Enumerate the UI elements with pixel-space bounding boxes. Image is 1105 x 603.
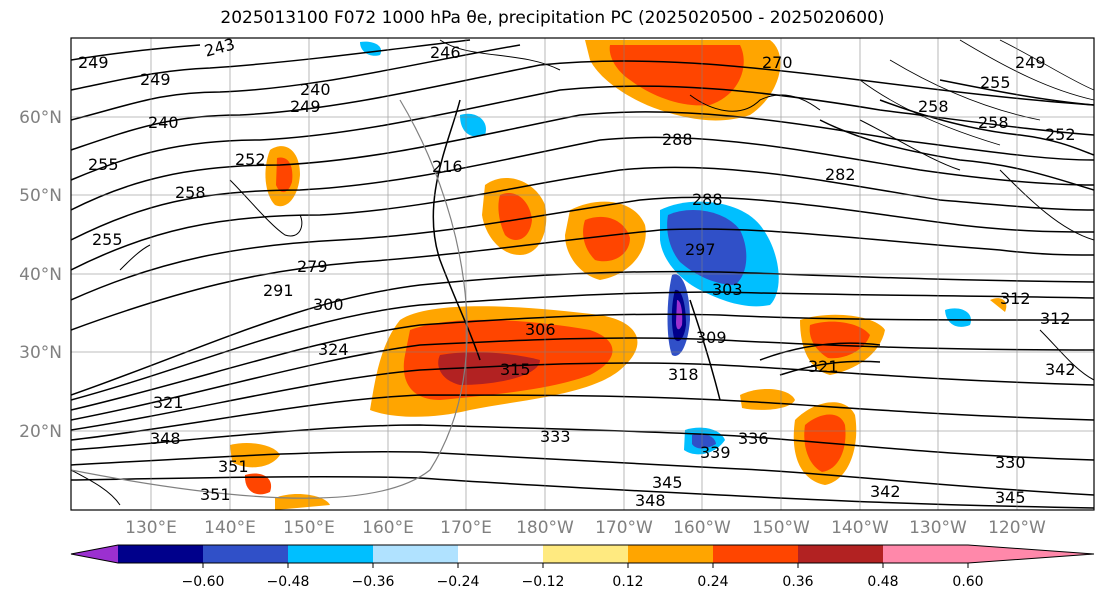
lon-label: 170°W bbox=[595, 518, 653, 538]
contour-label: 255 bbox=[980, 73, 1011, 92]
contour-label: 255 bbox=[88, 155, 119, 174]
contour-label: 270 bbox=[762, 53, 793, 72]
contour-label: 342 bbox=[870, 482, 901, 501]
colorbar-tick-label: −0.48 bbox=[267, 574, 310, 590]
contour-label: 345 bbox=[995, 488, 1026, 507]
contour-label: 252 bbox=[1045, 125, 1076, 144]
contour-label: 336 bbox=[738, 429, 769, 448]
contour-label: 309 bbox=[696, 328, 727, 347]
colorbar-tick-labels: −0.60 −0.48 −0.36 −0.24 −0.12 0.12 0.24 … bbox=[182, 574, 984, 590]
contour-label: 321 bbox=[153, 393, 184, 412]
colorbar-segment bbox=[118, 545, 203, 563]
contour-label: 318 bbox=[668, 365, 699, 384]
contour-label: 306 bbox=[525, 320, 556, 339]
lon-label: 150°E bbox=[283, 518, 335, 538]
contour-label: 288 bbox=[662, 130, 693, 149]
colorbar-tick-label: −0.24 bbox=[437, 574, 480, 590]
contour-label: 351 bbox=[200, 485, 231, 504]
lon-label: 150°W bbox=[752, 518, 810, 538]
contour-label: 216 bbox=[432, 157, 463, 176]
contour-label: 300 bbox=[313, 295, 344, 314]
contour-label: 258 bbox=[918, 97, 949, 116]
contour-label: 240 bbox=[300, 80, 331, 99]
colorbar: −0.60 −0.48 −0.36 −0.24 −0.12 0.12 0.24 … bbox=[70, 544, 1095, 590]
lon-label: 170°E bbox=[440, 518, 492, 538]
contour-label: 252 bbox=[235, 150, 266, 169]
contour-label: 249 bbox=[290, 97, 321, 116]
contour-label: 348 bbox=[150, 429, 181, 448]
colorbar-segment bbox=[543, 545, 628, 563]
colorbar-segment bbox=[203, 545, 288, 563]
contour-label: 342 bbox=[1045, 360, 1076, 379]
colorbar-extend-left bbox=[71, 545, 118, 563]
contour-label: 255 bbox=[92, 230, 123, 249]
lon-label: 130°E bbox=[125, 518, 177, 538]
colorbar-segment bbox=[798, 545, 883, 563]
graticule bbox=[71, 38, 1094, 510]
colorbar-ticks bbox=[202, 563, 969, 568]
lat-label: 60°N bbox=[19, 108, 62, 128]
contour-label: 258 bbox=[978, 113, 1009, 132]
lat-label: 30°N bbox=[19, 343, 62, 363]
colorbar-tick-label: −0.36 bbox=[352, 574, 395, 590]
colorbar-segment bbox=[288, 545, 373, 563]
contour-label: 258 bbox=[175, 183, 206, 202]
colorbar-segment bbox=[883, 545, 968, 563]
contour-label: 312 bbox=[1040, 309, 1071, 328]
contour-labels: 243 249 249 240 249 246 270 249 252 258 … bbox=[78, 34, 1076, 510]
colorbar-extend-right bbox=[968, 545, 1094, 563]
contour-label: 339 bbox=[700, 443, 731, 462]
colorbar-tick-label: 0.48 bbox=[867, 574, 898, 590]
latitude-labels: 60°N 50°N 40°N 30°N 20°N bbox=[19, 108, 62, 442]
contour-label: 282 bbox=[825, 165, 856, 184]
contour-label: 288 bbox=[692, 190, 723, 209]
lon-label: 130°W bbox=[909, 518, 967, 538]
contour-label: 291 bbox=[263, 281, 294, 300]
contour-label: 249 bbox=[140, 70, 171, 89]
map-title: 2025013100 F072 1000 hPa θe, precipitati… bbox=[220, 8, 885, 28]
contour-label: 243 bbox=[202, 34, 236, 60]
contour-label: 249 bbox=[1015, 53, 1046, 72]
contour-label: 345 bbox=[652, 473, 683, 492]
contour-label: 297 bbox=[685, 240, 716, 259]
colorbar-segment bbox=[458, 545, 543, 563]
contour-label: 330 bbox=[995, 453, 1026, 472]
lon-label: 140°E bbox=[204, 518, 256, 538]
thin-contours bbox=[859, 39, 1094, 146]
contour-label: 249 bbox=[78, 53, 109, 72]
contour-label: 279 bbox=[297, 257, 328, 276]
lat-label: 50°N bbox=[19, 186, 62, 206]
contour-label: 312 bbox=[1000, 289, 1031, 308]
contour-label: 246 bbox=[430, 43, 461, 62]
domain-outline bbox=[71, 99, 468, 499]
contour-label: 240 bbox=[148, 113, 179, 132]
lon-label: 180°W bbox=[516, 518, 574, 538]
lon-label: 140°W bbox=[831, 518, 889, 538]
colorbar-outline bbox=[70, 544, 1095, 564]
lon-label: 160°E bbox=[362, 518, 414, 538]
contour-label: 351 bbox=[218, 457, 249, 476]
colorbar-tick-label: 0.60 bbox=[952, 574, 983, 590]
colorbar-tick-label: −0.12 bbox=[522, 574, 565, 590]
colorbar-tick-label: 0.36 bbox=[782, 574, 813, 590]
contour-label: 315 bbox=[500, 360, 531, 379]
contour-label: 348 bbox=[635, 491, 666, 510]
lat-label: 40°N bbox=[19, 265, 62, 285]
contour-label: 321 bbox=[808, 357, 839, 376]
colorbar-tick-label: 0.12 bbox=[612, 574, 643, 590]
colorbar-tick-label: −0.60 bbox=[182, 574, 225, 590]
contour-label: 324 bbox=[318, 340, 349, 359]
lon-label: 120°W bbox=[988, 518, 1046, 538]
contour-label: 303 bbox=[712, 280, 743, 299]
contour-label: 333 bbox=[540, 427, 571, 446]
colorbar-segment bbox=[713, 545, 798, 563]
lat-label: 20°N bbox=[19, 422, 62, 442]
map-border bbox=[70, 37, 1095, 511]
lon-label: 160°W bbox=[673, 518, 731, 538]
colorbar-segment bbox=[373, 545, 458, 563]
colorbar-tick-label: 0.24 bbox=[697, 574, 728, 590]
colorbar-segment bbox=[628, 545, 713, 563]
longitude-labels: 130°E 140°E 150°E 160°E 170°E 180°W 170°… bbox=[125, 518, 1046, 538]
